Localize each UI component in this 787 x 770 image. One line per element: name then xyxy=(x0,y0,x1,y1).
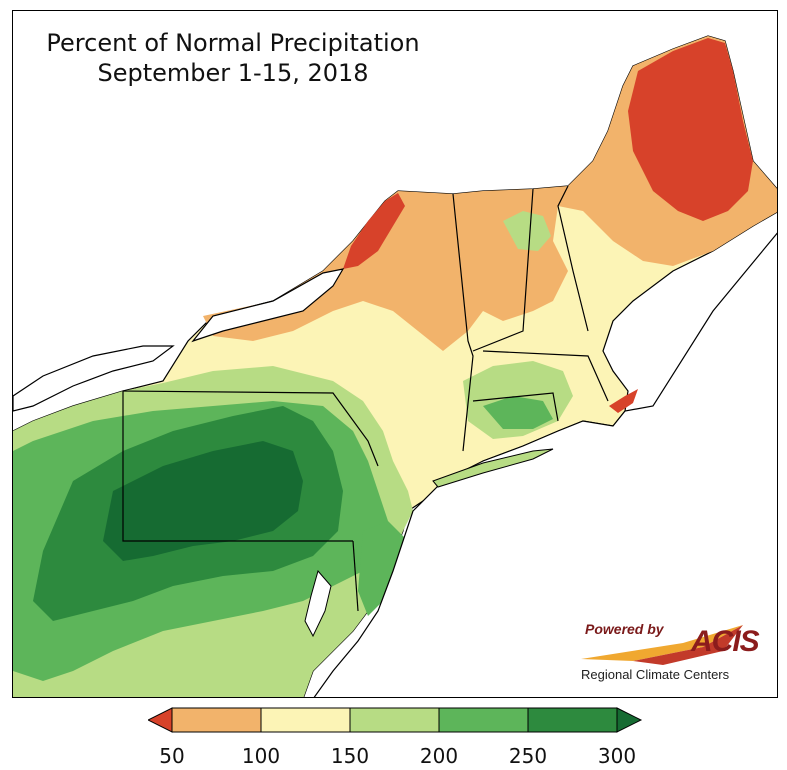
lake-ontario xyxy=(191,268,345,343)
region-150-200-vermont xyxy=(503,211,551,251)
acis-name: ACIS xyxy=(691,625,760,658)
legend-arrow-low xyxy=(148,707,173,733)
region-200-250-ct xyxy=(483,396,553,429)
legend-bin-50-100 xyxy=(171,707,262,733)
legend-tick-150: 150 xyxy=(330,744,370,768)
region-below-50-maine xyxy=(628,38,753,221)
legend-bin-100-150 xyxy=(260,707,351,733)
legend-bin-250-300 xyxy=(527,707,618,733)
map-frame: Percent of Normal Precipitation Septembe… xyxy=(12,10,778,698)
long-island xyxy=(432,448,554,488)
acis-powered-by: Powered by xyxy=(585,621,664,637)
legend-arrow-high xyxy=(616,707,643,733)
legend-tick-250: 250 xyxy=(508,744,548,768)
map-title: Percent of Normal Precipitation xyxy=(46,29,420,57)
legend-colorbar xyxy=(148,707,643,733)
map-subtitle: September 1-15, 2018 xyxy=(97,59,369,87)
acis-subtitle: Regional Climate Centers xyxy=(581,667,730,682)
legend-bin-200-250 xyxy=(438,707,529,733)
color-legend: 50 100 150 200 250 300 xyxy=(148,706,648,770)
legend-tick-200: 200 xyxy=(419,744,459,768)
acis-logo: Powered by ACIS Regional Climate Centers xyxy=(573,611,773,691)
state-borders xyxy=(122,185,609,612)
precipitation-map xyxy=(13,35,777,697)
region-above-300 xyxy=(103,441,303,561)
legend-bin-150-200 xyxy=(349,707,440,733)
lake-erie xyxy=(13,345,175,412)
region-below-50-ny xyxy=(343,193,405,269)
region-below-50-cape xyxy=(609,389,638,413)
atlantic-ocean xyxy=(313,232,777,697)
region-200-250-nj xyxy=(358,521,408,616)
chesapeake-bay xyxy=(304,569,332,638)
legend-tick-100: 100 xyxy=(241,744,281,768)
acis-swoosh-icon xyxy=(581,625,743,665)
legend-tick-300: 300 xyxy=(597,744,637,768)
legend-tick-50: 50 xyxy=(159,744,185,768)
